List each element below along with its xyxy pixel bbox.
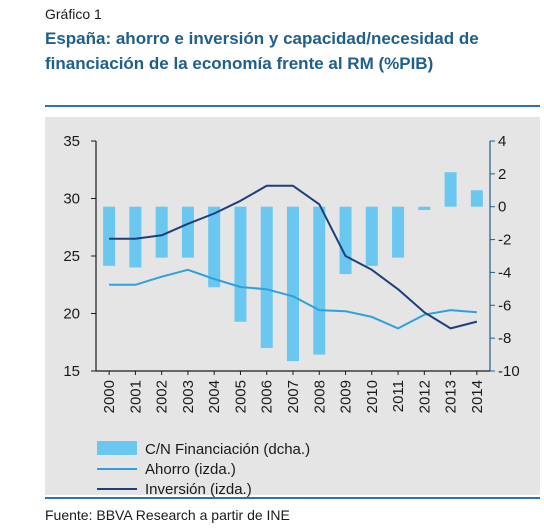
x-tick-label-2011: 2011	[390, 380, 407, 412]
right-tick-label: -2	[498, 232, 511, 249]
bar-2003	[181, 206, 194, 258]
left-tick-label: 20	[63, 306, 80, 323]
figure-label: Gráfico 1	[45, 6, 102, 22]
x-tick-label-2012: 2012	[416, 380, 433, 413]
right-tick-label: -4	[498, 264, 511, 281]
legend-label-0: C/N Financiación (dcha.)	[145, 441, 310, 458]
right-tick-label: 2	[498, 166, 506, 183]
bar-2008	[313, 206, 326, 355]
left-tick-label: 25	[63, 248, 80, 265]
right-tick-label: -10	[498, 363, 520, 380]
x-tick-label-2002: 2002	[154, 380, 171, 413]
left-tick-label: 15	[63, 363, 80, 380]
bar-2005	[234, 206, 247, 322]
source-note: Fuente: BBVA Research a partir de INE	[45, 507, 290, 523]
x-tick-label-2007: 2007	[285, 380, 302, 413]
bar-2006	[260, 206, 273, 348]
bar-2002	[155, 206, 168, 258]
chart-title: España: ahorro e inversión y capacidad/n…	[45, 29, 479, 73]
bar-2014	[470, 190, 483, 207]
x-tick-label-2006: 2006	[259, 380, 276, 413]
x-tick-label-2004: 2004	[206, 380, 223, 413]
right-tick-label: -6	[498, 297, 511, 314]
bar-series-group	[103, 172, 483, 362]
line-series-1	[109, 268, 477, 330]
line-series-group	[109, 184, 478, 330]
x-tick-label-2010: 2010	[364, 380, 381, 413]
bar-2001	[129, 206, 142, 268]
source-rule	[45, 497, 540, 499]
title-rule	[45, 105, 540, 107]
left-tick-label: 30	[63, 191, 80, 208]
x-tick-label-2003: 2003	[180, 380, 197, 413]
bar-2009	[339, 206, 352, 275]
x-tick-label-2008: 2008	[311, 380, 328, 413]
legend: C/N Financiación (dcha.) Ahorro (izda.) In…	[97, 441, 310, 498]
bar-2007	[287, 206, 299, 362]
right-tick-label: 0	[498, 199, 506, 216]
bar-2011	[392, 206, 405, 258]
x-tick-label-2014: 2014	[469, 380, 486, 413]
legend-label-1: Ahorro (izda.)	[145, 461, 236, 478]
legend-swatch-bar	[97, 441, 137, 455]
axes-group: 15 20 25 30 35 -10 -8 -6 -4 -2 0 2 4 2000 2001 2002 2003…	[63, 133, 519, 413]
legend-label-2: Inversión (izda.)	[145, 481, 252, 498]
right-tick-label: -8	[498, 330, 511, 347]
x-tick-label-2005: 2005	[232, 380, 249, 413]
bar-2000	[103, 206, 116, 266]
x-tick-label-2013: 2013	[443, 380, 460, 413]
right-tick-label: 4	[498, 133, 506, 150]
bar-2012	[418, 206, 431, 210]
left-tick-label: 35	[63, 133, 80, 150]
x-tick-label-2009: 2009	[338, 380, 355, 413]
line-series-2	[109, 184, 478, 330]
x-tick-label-2001: 2001	[127, 380, 144, 413]
bar-2004	[208, 206, 221, 288]
bar-2010	[365, 206, 378, 266]
x-tick-label-2000: 2000	[101, 380, 118, 413]
bar-2013	[444, 172, 457, 207]
